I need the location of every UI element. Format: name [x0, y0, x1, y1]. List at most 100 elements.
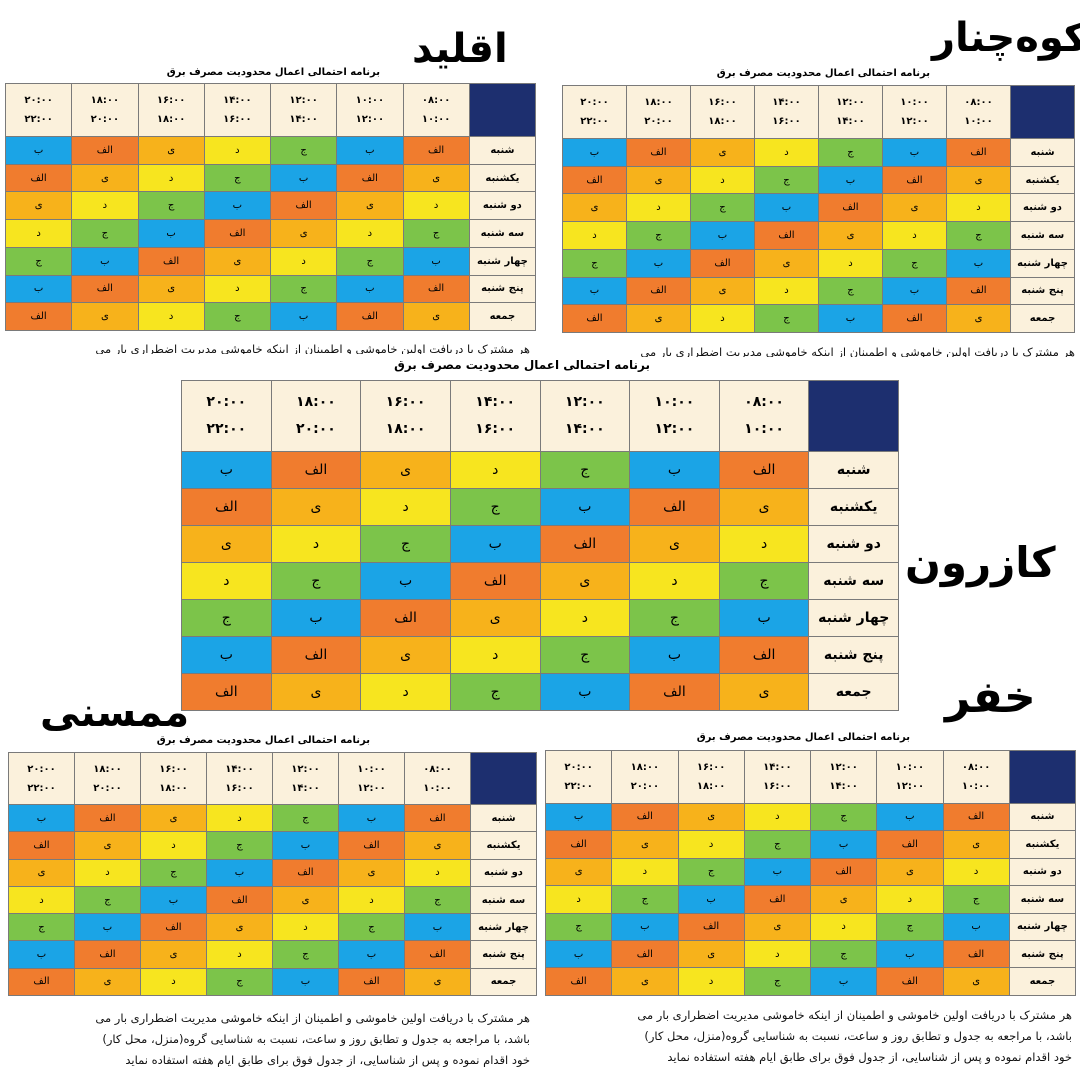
day-label: چهار شنبه	[1010, 248, 1075, 278]
group-cell: ب	[338, 804, 405, 833]
group-cell: د	[360, 672, 451, 711]
group-cell: د	[876, 885, 944, 914]
group-cell: ی	[690, 138, 755, 167]
schedule-table-kuhchenar: ۲۰:۰۰ ۲۲:۰۰ ۱۸:۰۰ ۲۰:۰۰ ۱۶:۰۰ ۱۸:۰۰ ۱۴:۰۰ ۱۶:۰۰…	[562, 84, 1075, 333]
time-header-row: ۲۰:۰۰ ۲۲:۰۰ ۱۸:۰۰ ۲۰:۰۰ ۱۶:۰۰ ۱۸:۰۰ ۱۴:۰۰ ۱۶:۰۰…	[544, 750, 1077, 804]
time-slot-header: ۱۰:۰۰ ۱۲:۰۰	[876, 750, 944, 804]
group-cell: الف	[4, 163, 73, 193]
table-row: الف ی د ج ب الف ی جمعه	[544, 967, 1077, 996]
group-cell: ج	[203, 163, 272, 193]
table-row: ب الف ی د ج ب الف شنبه	[544, 802, 1077, 832]
table-row: ج ب الف ی د ج ب چهار شنبه	[544, 912, 1077, 942]
day-label: شنبه	[808, 450, 899, 489]
group-cell: د	[743, 802, 812, 832]
group-cell: د	[206, 940, 273, 969]
group-cell: ب	[611, 912, 679, 942]
group-cell: ی	[809, 885, 878, 914]
group-cell: د	[677, 967, 745, 996]
group-cell: ی	[8, 858, 75, 887]
group-cell: ب	[360, 561, 451, 600]
group-cell: د	[360, 487, 451, 526]
group-cell: د	[206, 804, 273, 833]
time-slot-header: ۲۰:۰۰ ۲۲:۰۰	[181, 380, 272, 452]
header-corner-cell	[1008, 750, 1077, 804]
group-cell: د	[882, 221, 947, 250]
group-cell: الف	[272, 858, 339, 887]
time-slot-header: ۱۰:۰۰ ۱۲:۰۰	[629, 380, 720, 452]
group-cell: ی	[404, 831, 471, 860]
note-text-khafr: هر مشترک با دریافت اولین خاموشی و اطمینا…	[637, 1008, 1072, 1064]
group-cell: ب	[946, 248, 1011, 278]
group-cell: د	[203, 136, 272, 165]
group-cell: ب	[690, 221, 755, 250]
group-cell: ج	[754, 304, 819, 333]
group-cell: ب	[270, 598, 362, 637]
time-slot-header: ۰۸:۰۰ ۱۰:۰۰	[946, 84, 1011, 140]
time-slot-end: ۲۲:۰۰	[24, 114, 53, 126]
time-slot-start: ۱۸:۰۰	[296, 394, 336, 411]
time-slot-end: ۱۴:۰۰	[836, 116, 865, 128]
table-row: ب الف ی د ج ب الف پنج شنبه	[562, 276, 1075, 306]
group-cell: ی	[270, 672, 362, 711]
time-slot-start: ۱۰:۰۰	[357, 763, 386, 775]
group-cell: ی	[942, 830, 1010, 859]
time-slot-end: ۲۲:۰۰	[580, 116, 609, 128]
time-slot-end: ۲۲:۰۰	[27, 782, 56, 794]
group-cell: د	[743, 940, 812, 969]
group-cell: ب	[629, 635, 720, 674]
group-cell: الف	[611, 802, 679, 832]
group-cell: ب	[71, 246, 139, 276]
group-cell: ب	[336, 136, 404, 165]
group-cell: د	[718, 524, 810, 563]
time-slot-start: ۱۰:۰۰	[895, 761, 925, 773]
group-cell: ج	[203, 302, 272, 331]
time-slot-end: ۲۰:۰۰	[296, 420, 336, 437]
group-cell: الف	[74, 804, 141, 833]
group-cell: الف	[942, 802, 1010, 832]
group-cell: د	[203, 274, 272, 304]
group-cell: الف	[336, 163, 404, 193]
group-cell: ی	[544, 857, 613, 887]
day-label: سه شنبه	[468, 219, 537, 248]
time-slot-start: ۱۰:۰۰	[900, 97, 929, 109]
group-cell: ب	[181, 635, 272, 674]
group-cell: ی	[539, 561, 631, 600]
time-slot-header: ۰۸:۰۰ ۱۰:۰۰	[942, 750, 1010, 804]
group-cell: ج	[272, 804, 339, 833]
day-label: پنج شنبه	[470, 940, 537, 969]
day-label: یکشنبه	[470, 831, 537, 860]
day-label: سه شنبه	[1008, 885, 1077, 914]
group-cell: ی	[942, 967, 1010, 996]
group-cell: ج	[269, 136, 338, 165]
group-cell: ج	[404, 885, 471, 915]
group-cell: ج	[449, 487, 541, 526]
group-cell: الف	[882, 165, 947, 195]
group-cell: د	[754, 276, 819, 306]
group-cell: ب	[562, 138, 627, 167]
group-cell: ب	[137, 219, 205, 248]
time-slot-start: ۱۴:۰۰	[475, 394, 516, 411]
time-header-row: ۲۰:۰۰ ۲۲:۰۰ ۱۸:۰۰ ۲۰:۰۰ ۱۶:۰۰ ۱۸:۰۰ ۱۴:۰۰ ۱۶:۰۰…	[181, 380, 899, 452]
table-row: ی د ج ب الف ی د دو شنبه	[544, 857, 1077, 887]
group-cell: ب	[402, 246, 470, 276]
group-cell: ی	[336, 191, 404, 221]
group-cell: ی	[360, 450, 451, 489]
group-cell: الف	[270, 450, 362, 489]
table-row: د ج ب الف ی د ج سه شنبه	[562, 221, 1075, 250]
group-cell: د	[449, 450, 541, 489]
table-row: ج ب الف ی د ج ب چهار شنبه	[181, 598, 899, 637]
time-slot-end: ۱۰:۰۰	[961, 780, 991, 792]
table-row: ی د ج ب الف ی د دو شنبه	[181, 524, 899, 563]
group-cell: د	[562, 221, 627, 250]
time-slot-end: ۱۰:۰۰	[421, 114, 451, 126]
group-cell: الف	[754, 221, 819, 250]
group-cell: ب	[876, 940, 944, 969]
time-slot-end: ۱۲:۰۰	[357, 782, 386, 794]
group-cell: ج	[539, 635, 631, 674]
group-cell: ج	[360, 524, 451, 563]
time-slot-end: ۱۸:۰۰	[708, 116, 737, 128]
schedule-title: برنامه احتمالی اعمال محدودیت مصرف برق	[716, 68, 930, 79]
time-slot-end: ۲۲:۰۰	[564, 780, 593, 792]
note-text-kuhchenar: هر مشترک با دریافت اولین خاموشی و اطمینا…	[640, 345, 1075, 357]
time-slot-header: ۱۲:۰۰ ۱۴:۰۰	[809, 750, 878, 804]
